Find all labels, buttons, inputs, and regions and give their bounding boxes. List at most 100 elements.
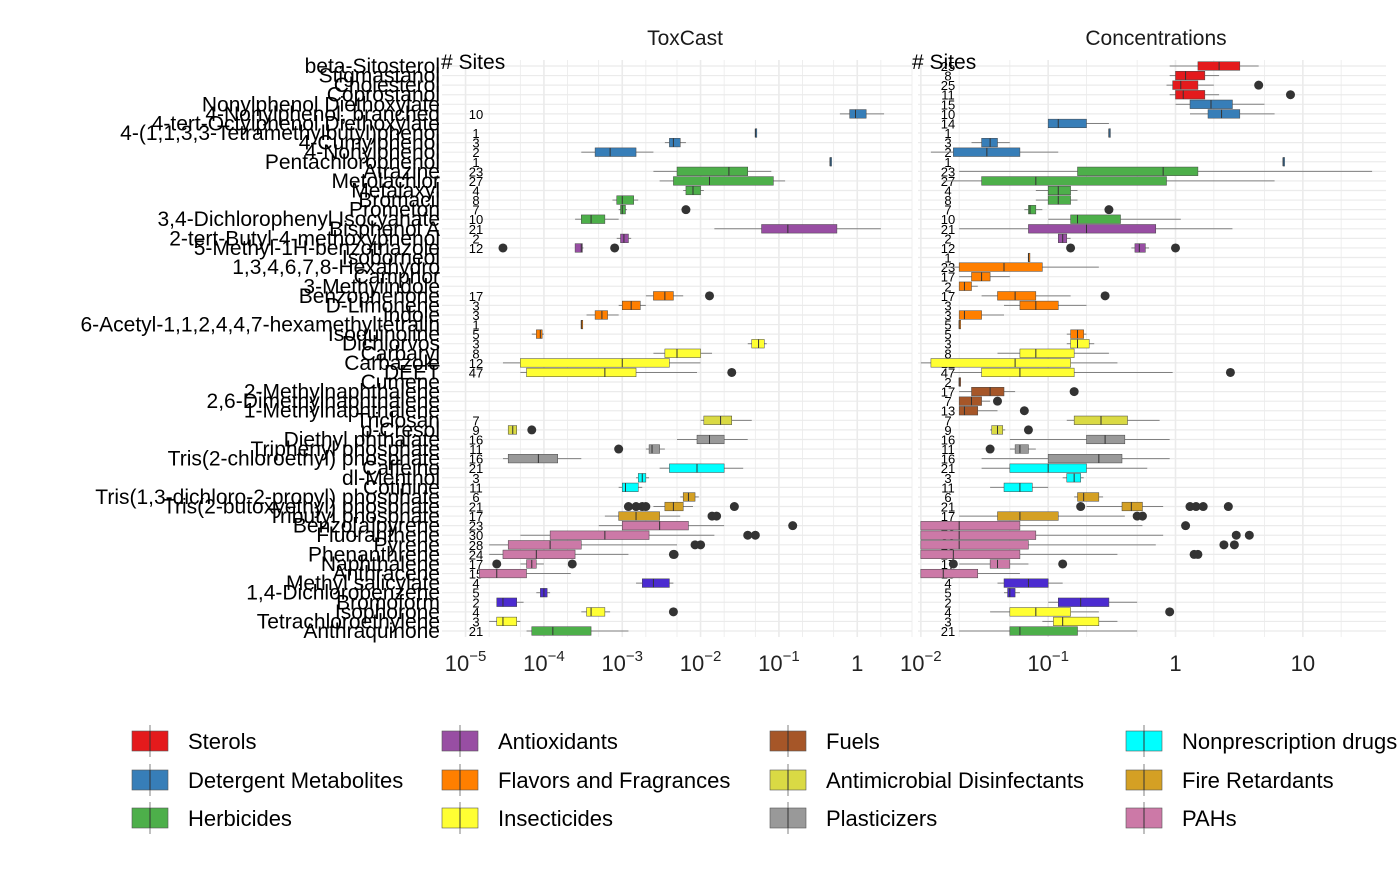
box-iqr [1003, 578, 1049, 588]
outlier-point [1219, 540, 1229, 550]
axis-tick-label: 10−1 [758, 648, 800, 676]
box-iqr [653, 291, 674, 301]
outlier-point [1223, 502, 1233, 512]
site-count: 2 [472, 595, 479, 610]
box-iqr [1047, 195, 1071, 205]
site-count: 8 [944, 193, 951, 208]
site-count: 8 [472, 193, 479, 208]
box-iqr [761, 224, 838, 234]
box-iqr [920, 568, 979, 579]
outlier-point [1170, 243, 1180, 253]
chemical-label: 4-tert-Octylphenol Diethoxylate [152, 112, 440, 135]
chemical-label: Camphor [354, 266, 440, 289]
outlier-point [712, 511, 722, 521]
outlier-point [614, 444, 624, 454]
chemical-label: Indole [383, 304, 440, 327]
site-count: 8 [944, 69, 951, 84]
chemical-label: D-Limonene [326, 294, 440, 317]
box-iqr [1009, 607, 1071, 617]
chemical-label: Bromacil [358, 189, 440, 212]
box-iqr [648, 444, 660, 454]
tick-exponent: −3 [626, 648, 643, 665]
site-count: 4 [944, 183, 951, 198]
outlier-point [696, 540, 706, 550]
site-count: 7 [944, 203, 951, 218]
site-count: 4 [472, 576, 479, 591]
chemical-label: Prometon [349, 199, 440, 222]
outlier-point [788, 521, 798, 531]
chemical-label: Triphenyl phosphate [250, 438, 440, 461]
box-iqr [621, 521, 689, 531]
outlier-point [727, 367, 737, 377]
box-iqr [664, 348, 701, 358]
site-count: 15 [941, 97, 955, 112]
chemical-label: Bromoform [336, 591, 440, 614]
site-count: 3 [944, 337, 951, 352]
chemical-label: Caffeine [362, 457, 440, 480]
site-count: 6 [944, 490, 951, 505]
box-iqr [1009, 626, 1078, 636]
chemical-label: 3,4-Dichlorophenyl Isocyanate [158, 208, 441, 231]
outlier-point [1198, 502, 1208, 512]
site-count: 11 [941, 480, 955, 495]
chemical-label: 1-Methylnaphthalene [244, 400, 440, 423]
chemical-label: Tributyl phosphate [268, 505, 440, 528]
site-count: 11 [941, 88, 955, 103]
site-count: 21 [469, 461, 483, 476]
box-iqr [479, 568, 527, 579]
box-iqr [526, 367, 637, 377]
chemical-label: Isoborneol [342, 247, 440, 270]
chemical-label: Cholesterol [334, 74, 440, 97]
box-iqr [664, 501, 684, 512]
outlier-point [1225, 367, 1235, 377]
box-iqr [673, 176, 774, 186]
site-count: 16 [469, 432, 483, 447]
box-iqr [1028, 205, 1037, 215]
box-iqr [1007, 588, 1016, 598]
outlier-point [1181, 521, 1191, 531]
site-count: 3 [472, 298, 479, 313]
site-count: 11 [941, 442, 955, 457]
chemical-label: Metolachlor [331, 170, 440, 193]
legend-label: Detergent Metabolites [188, 768, 403, 793]
tick-base: 10 [445, 651, 469, 676]
site-count: 4 [472, 183, 479, 198]
site-count: 21 [469, 500, 483, 515]
legend-label: Sterols [188, 729, 256, 754]
site-count: 17 [469, 557, 483, 572]
box-iqr [981, 367, 1075, 377]
tick-base: 10 [601, 651, 625, 676]
box-iqr [1014, 444, 1029, 454]
chemical-label: Methyl salicylate [286, 572, 440, 595]
box-iqr [703, 415, 733, 425]
site-count: 4 [944, 576, 951, 591]
panel-title: Concentrations [1085, 27, 1226, 50]
site-count: 3 [944, 614, 951, 629]
chemical-label: Dichlorvos [342, 333, 440, 356]
box-iqr [620, 233, 629, 243]
tick-exponent: −4 [548, 648, 565, 665]
box-iqr [1175, 90, 1206, 100]
site-count: 17 [941, 270, 955, 285]
chemical-label: Pyrene [373, 534, 440, 557]
chemical-label: 5-Methyl-1H-benzotriazole [194, 237, 440, 260]
chemical-label: Tetrachloroethylene [257, 610, 440, 633]
box-iqr [958, 262, 1043, 272]
box-iqr [920, 530, 1037, 540]
box-iqr [958, 310, 982, 320]
site-count: 3 [472, 308, 479, 323]
site-count: 5 [472, 586, 479, 601]
site-count: 9 [944, 423, 951, 438]
site-count: 17 [469, 509, 483, 524]
box-iqr [696, 434, 725, 445]
site-count: 30 [469, 528, 483, 543]
site-count: 1 [472, 126, 479, 141]
site-count: 4 [472, 605, 479, 620]
site-count: 5 [472, 327, 479, 342]
site-count: 3 [472, 136, 479, 151]
box-iqr [997, 291, 1037, 301]
site-count: 11 [469, 442, 483, 457]
box-iqr [1019, 348, 1075, 358]
chemical-label: Benzo[a]pyrene [293, 515, 440, 538]
box-iqr [594, 147, 637, 157]
